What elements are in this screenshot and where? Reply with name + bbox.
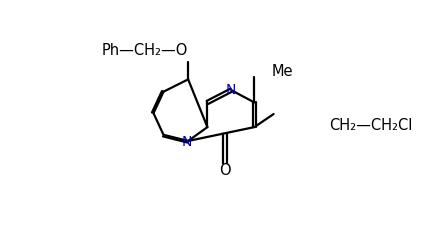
Text: CH₂—CH₂Cl: CH₂—CH₂Cl: [329, 118, 413, 133]
Text: N: N: [226, 83, 236, 97]
Text: Ph—CH₂—O: Ph—CH₂—O: [102, 43, 188, 58]
Text: N: N: [181, 135, 192, 149]
Text: Me: Me: [271, 64, 293, 79]
Text: O: O: [219, 163, 231, 178]
